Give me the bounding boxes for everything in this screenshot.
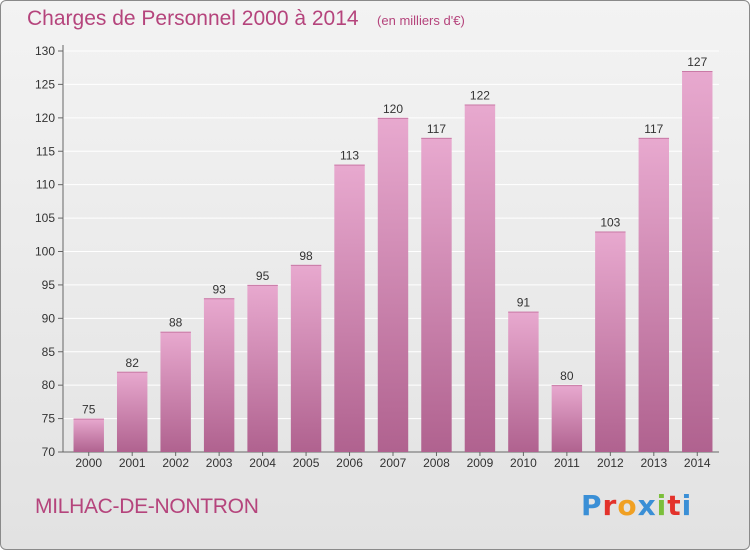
y-tick-label: 90	[42, 311, 56, 325]
data-label: 122	[470, 88, 490, 102]
data-label: 117	[644, 122, 663, 136]
y-tick-label: 80	[42, 378, 56, 392]
bar-layer	[73, 71, 713, 453]
bar	[638, 137, 670, 452]
data-label: 103	[600, 215, 620, 229]
bar	[508, 311, 539, 452]
y-tick-label: 125	[35, 77, 55, 91]
y-tick-label: 85	[42, 345, 56, 359]
chart-title: Charges de Personnel 2000 à 2014	[27, 7, 359, 30]
x-tick-label: 2011	[554, 456, 580, 470]
bar	[203, 298, 235, 452]
y-tick-label: 70	[42, 445, 56, 459]
x-tick-label: 2012	[597, 456, 624, 470]
data-label: 117	[427, 122, 446, 136]
bar	[334, 164, 365, 452]
data-label: 93	[212, 282, 226, 296]
logo-letter: i	[656, 489, 668, 522]
label-layer: 75 2000 82 2001 88 2002 93 2003 95 2004 98 2005 113 2…	[75, 55, 711, 470]
logo-letter: P	[581, 489, 603, 522]
y-tick-label: 120	[35, 111, 55, 125]
x-tick-label: 2013	[640, 456, 667, 470]
bar	[595, 231, 626, 452]
data-label: 98	[299, 249, 313, 263]
bar	[682, 71, 713, 453]
y-tick-label: 75	[42, 412, 56, 426]
data-label: 113	[340, 149, 359, 163]
x-tick-label: 2007	[380, 456, 407, 470]
data-label: 75	[82, 403, 96, 417]
place-name: MILHAC-DE-NONTRON	[35, 495, 259, 518]
x-tick-label: 2000	[75, 456, 102, 470]
x-tick-label: 2003	[206, 456, 233, 470]
x-tick-label: 2001	[119, 456, 146, 470]
bar	[116, 371, 148, 452]
data-label: 80	[560, 369, 574, 383]
title-row: Charges de Personnel 2000 à 2014 (en mil…	[27, 7, 465, 31]
x-tick-label: 2009	[467, 456, 494, 470]
data-label: 127	[687, 55, 707, 69]
y-tick-label: 130	[35, 44, 55, 58]
bar	[421, 137, 452, 452]
x-tick-label: 2006	[336, 456, 363, 470]
chart-subtitle: (en milliers d'€)	[377, 13, 465, 28]
proxiti-logo: Proxiti	[581, 489, 692, 522]
bar	[247, 284, 278, 452]
data-label: 120	[383, 102, 403, 116]
y-tick-label: 105	[35, 211, 55, 225]
logo-letter: r	[602, 489, 618, 522]
x-tick-label: 2002	[162, 456, 189, 470]
logo-letter: o	[617, 489, 638, 522]
x-tick-label: 2014	[684, 456, 711, 470]
logo-letter: t	[667, 489, 682, 522]
data-label: 95	[256, 269, 270, 283]
x-tick-label: 2010	[510, 456, 537, 470]
logo-letter: i	[681, 489, 693, 522]
y-tick-label: 100	[35, 245, 55, 259]
y-tick-label: 115	[36, 144, 55, 158]
bar	[551, 385, 583, 452]
bar	[290, 264, 322, 452]
data-label: 82	[126, 356, 140, 370]
y-tick-label: 95	[42, 278, 56, 292]
x-tick-label: 2005	[293, 456, 320, 470]
data-label: 91	[517, 296, 531, 310]
logo-letter: x	[637, 489, 657, 522]
x-tick-label: 2008	[423, 456, 450, 470]
bar	[377, 117, 409, 452]
bar	[73, 418, 104, 452]
bar	[464, 104, 496, 452]
x-tick-label: 2004	[249, 456, 276, 470]
bar	[160, 331, 191, 452]
data-label: 88	[169, 316, 183, 330]
y-tick-label: 110	[36, 178, 55, 192]
